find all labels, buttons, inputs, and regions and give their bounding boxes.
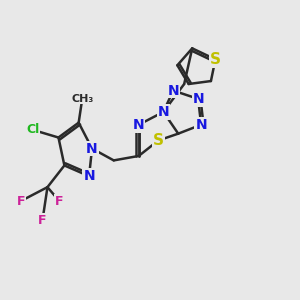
Text: N: N xyxy=(167,84,179,98)
Text: N: N xyxy=(195,118,207,132)
Text: N: N xyxy=(86,142,98,155)
Text: S: S xyxy=(210,52,221,67)
Text: Cl: Cl xyxy=(26,123,39,136)
Text: N: N xyxy=(83,169,95,183)
Text: CH₃: CH₃ xyxy=(71,94,93,104)
Text: F: F xyxy=(38,214,47,227)
Text: N: N xyxy=(133,118,145,132)
Text: N: N xyxy=(158,105,169,119)
Text: S: S xyxy=(153,133,164,148)
Text: N: N xyxy=(192,92,204,106)
Text: F: F xyxy=(55,195,64,208)
Text: F: F xyxy=(16,195,25,208)
